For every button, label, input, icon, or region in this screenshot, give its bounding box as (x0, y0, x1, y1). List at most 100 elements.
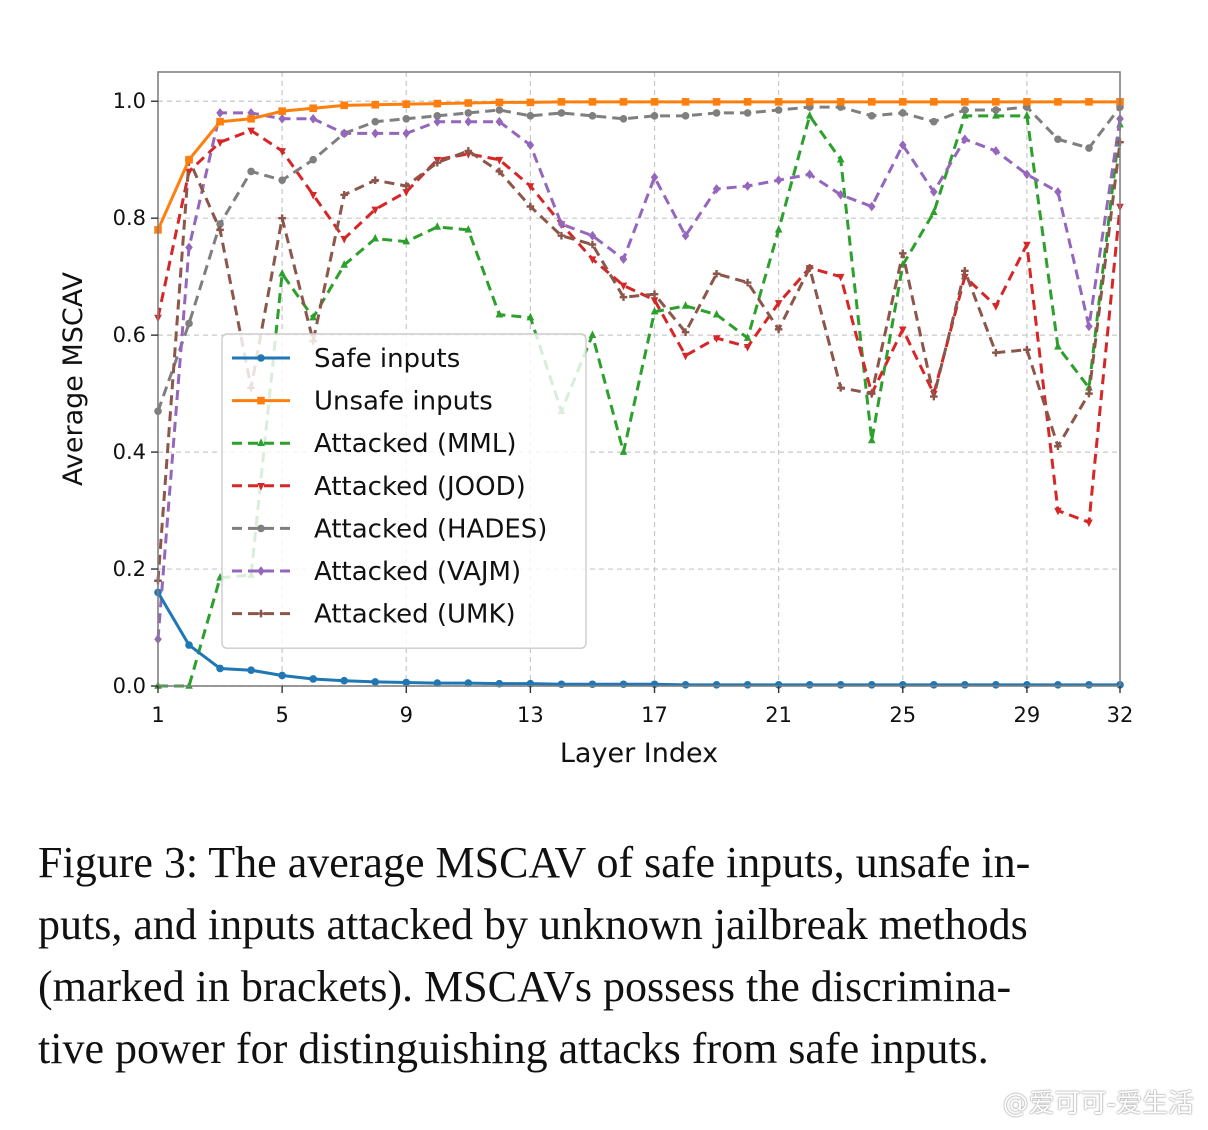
legend-marker-attacked-umk (257, 609, 265, 618)
data-point-attacked-vajm (743, 181, 752, 191)
data-point-attacked-hades (216, 220, 224, 228)
data-point-attacked-umk (433, 158, 442, 167)
legend-marker-attacked-jood (257, 483, 265, 491)
data-point-attacked-umk (619, 293, 628, 301)
data-point-safe-inputs (930, 681, 938, 689)
series-line-attacked-hades (156, 105, 1122, 412)
data-point-attacked-mml (712, 309, 721, 318)
data-point-attacked-hades (961, 106, 969, 114)
data-point-safe-inputs (185, 641, 193, 649)
series-attacked-vajm (154, 108, 1124, 645)
data-point-attacked-hades (681, 112, 690, 120)
data-point-attacked-hades (185, 319, 193, 328)
legend-marker-unsafe-inputs (257, 396, 265, 405)
y-tick-label: 1.0 (113, 89, 146, 113)
data-point-attacked-vajm (1054, 187, 1062, 197)
data-point-attacked-umk (650, 290, 659, 299)
data-point-unsafe-inputs (898, 98, 907, 106)
data-point-attacked-hades (247, 167, 255, 176)
data-point-unsafe-inputs (340, 101, 348, 110)
data-point-safe-inputs (743, 681, 752, 689)
data-point-attacked-vajm (371, 128, 380, 139)
data-point-attacked-umk (743, 278, 752, 287)
data-point-attacked-jood (278, 148, 286, 156)
data-point-attacked-jood (371, 206, 380, 215)
data-point-unsafe-inputs (371, 100, 380, 109)
data-point-attacked-hades (650, 112, 659, 120)
data-point-attacked-umk (898, 249, 907, 258)
data-point-attacked-mml (340, 260, 348, 268)
data-point-attacked-mml (371, 233, 380, 242)
data-point-attacked-hades (464, 109, 473, 117)
legend-marker-attacked-hades (257, 524, 265, 533)
data-point-safe-inputs (216, 664, 224, 673)
data-point-attacked-umk (712, 269, 721, 278)
data-point-unsafe-inputs (681, 98, 690, 106)
x-tick-label: 13 (517, 703, 544, 727)
data-point-attacked-umk (1085, 389, 1093, 398)
data-point-attacked-hades (1054, 135, 1062, 144)
data-point-safe-inputs (961, 681, 969, 689)
legend-label-attacked-umk: Attacked (UMK) (314, 600, 516, 630)
data-point-attacked-mml (961, 111, 969, 119)
data-point-attacked-hades (371, 117, 380, 126)
data-point-safe-inputs (992, 681, 1000, 689)
data-point-attacked-mml (526, 312, 535, 321)
data-point-unsafe-inputs (247, 114, 255, 123)
figure-caption: Figure 3: The average MSCAV of safe inpu… (38, 832, 1178, 1080)
data-point-attacked-umk (1023, 345, 1031, 354)
data-point-attacked-jood (898, 326, 907, 335)
legend-box (221, 333, 587, 649)
data-point-attacked-mml (836, 154, 845, 163)
data-point-attacked-vajm (278, 113, 286, 124)
data-point-attacked-umk (867, 389, 876, 398)
data-point-unsafe-inputs (557, 98, 566, 106)
data-point-attacked-jood (1023, 241, 1031, 250)
data-point-attacked-umk (681, 328, 690, 337)
watermark: @爱可可-爱生活 (1002, 1089, 1194, 1119)
data-point-attacked-vajm (557, 219, 566, 229)
data-point-safe-inputs (619, 680, 628, 689)
data-point-attacked-umk (930, 392, 938, 401)
data-point-attacked-vajm (433, 116, 442, 127)
data-point-attacked-umk (992, 348, 1000, 357)
data-point-attacked-hades (774, 106, 783, 114)
legend-label-unsafe-inputs: Unsafe inputs (314, 387, 493, 417)
x-axis-label: Layer Index (560, 738, 718, 769)
line-chart: 1 5 9 13 17 21 25 29 32 0.0 0.2 0.4 0.6 0.8 1.0 Layer … (58, 71, 1133, 769)
data-point-attacked-jood (681, 352, 690, 361)
data-point-attacked-vajm (1085, 321, 1093, 332)
data-point-attacked-vajm (340, 128, 348, 139)
data-point-unsafe-inputs (619, 98, 628, 106)
data-point-attacked-vajm (898, 140, 907, 150)
data-point-attacked-vajm (930, 187, 938, 197)
data-point-unsafe-inputs (992, 98, 1000, 106)
data-point-attacked-vajm (867, 201, 876, 212)
data-point-safe-inputs (1085, 681, 1093, 689)
data-point-unsafe-inputs (185, 155, 193, 164)
data-point-attacked-vajm (805, 169, 814, 180)
series-line-attacked-mml (158, 114, 1122, 688)
data-point-unsafe-inputs (867, 98, 876, 106)
data-point-unsafe-inputs (712, 98, 721, 106)
data-point-attacked-hades (557, 109, 566, 117)
caption-line-1: Figure 3: The average MSCAV of safe inpu… (38, 838, 1031, 887)
caption-line-2: puts, and inputs attacked by unknown jai… (38, 900, 1028, 949)
x-tick-label: 1 (151, 703, 164, 727)
data-point-unsafe-inputs (216, 117, 224, 126)
data-point-attacked-jood (588, 256, 597, 264)
data-point-attacked-umk (1054, 442, 1062, 451)
data-point-attacked-mml (992, 111, 1000, 119)
data-point-attacked-mml (309, 312, 317, 321)
data-point-attacked-mml (650, 306, 659, 315)
data-point-attacked-vajm (1023, 169, 1031, 180)
data-point-attacked-mml (930, 207, 938, 216)
data-point-safe-inputs (278, 671, 286, 680)
data-point-unsafe-inputs (774, 98, 783, 106)
data-point-unsafe-inputs (278, 107, 286, 115)
data-point-unsafe-inputs (588, 98, 597, 106)
data-point-attacked-umk (961, 267, 969, 275)
data-point-attacked-jood (836, 273, 845, 282)
data-point-safe-inputs (247, 666, 255, 675)
data-point-attacked-jood (340, 235, 348, 244)
